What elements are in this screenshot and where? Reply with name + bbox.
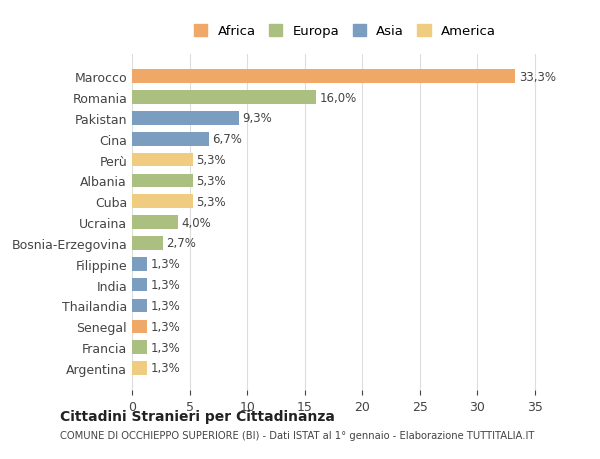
Text: 6,7%: 6,7%	[212, 133, 242, 146]
Bar	[132, 112, 239, 125]
Text: 1,3%: 1,3%	[151, 257, 180, 271]
Text: 33,3%: 33,3%	[519, 71, 556, 84]
Text: 5,3%: 5,3%	[196, 196, 226, 208]
Text: 1,3%: 1,3%	[151, 299, 180, 312]
Bar	[132, 195, 193, 208]
Text: 9,3%: 9,3%	[242, 112, 272, 125]
Text: 2,7%: 2,7%	[167, 237, 196, 250]
Bar	[132, 174, 193, 188]
Bar	[132, 299, 147, 313]
Text: 4,0%: 4,0%	[182, 216, 211, 229]
Bar	[132, 320, 147, 333]
Text: 1,3%: 1,3%	[151, 362, 180, 375]
Bar	[132, 91, 316, 105]
Legend: Africa, Europa, Asia, America: Africa, Europa, Asia, America	[187, 18, 503, 45]
Text: 1,3%: 1,3%	[151, 320, 180, 333]
Text: COMUNE DI OCCHIEPPO SUPERIORE (BI) - Dati ISTAT al 1° gennaio - Elaborazione TUT: COMUNE DI OCCHIEPPO SUPERIORE (BI) - Dat…	[60, 431, 535, 440]
Bar	[132, 341, 147, 354]
Text: 1,3%: 1,3%	[151, 341, 180, 354]
Bar	[132, 257, 147, 271]
Bar	[132, 361, 147, 375]
Text: 16,0%: 16,0%	[320, 91, 357, 104]
Bar	[132, 133, 209, 146]
Bar	[132, 153, 193, 167]
Bar	[132, 237, 163, 250]
Text: Cittadini Stranieri per Cittadinanza: Cittadini Stranieri per Cittadinanza	[60, 409, 335, 423]
Bar	[132, 216, 178, 230]
Bar	[132, 278, 147, 292]
Text: 5,3%: 5,3%	[196, 174, 226, 188]
Bar	[132, 70, 515, 84]
Text: 1,3%: 1,3%	[151, 279, 180, 291]
Text: 5,3%: 5,3%	[196, 154, 226, 167]
